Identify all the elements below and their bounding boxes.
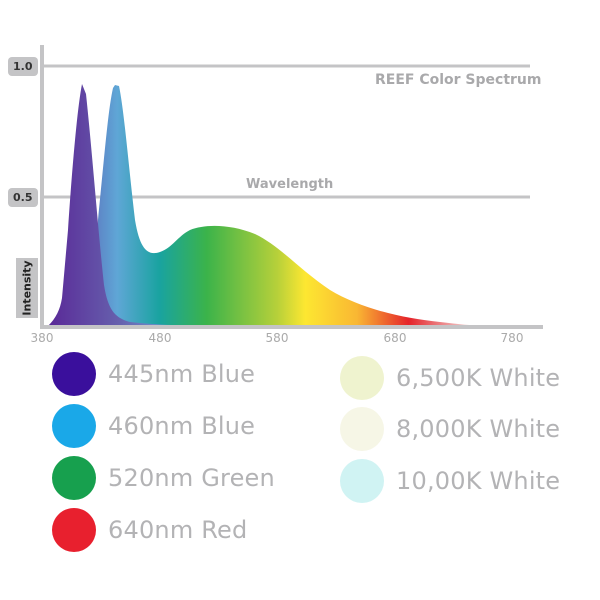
spectrum-area [95, 85, 492, 327]
x-tick-380: 380 [30, 331, 54, 345]
legend-item-10000k-white: 10,00K White [340, 459, 560, 503]
swatch-icon [52, 404, 96, 448]
swatch-icon [340, 356, 384, 400]
swatch-icon [340, 459, 384, 503]
chart-title: REEF Color Spectrum [375, 72, 542, 88]
y-tick-0-5: 0.5 [8, 188, 38, 207]
legend-label: 520nm Green [108, 464, 275, 492]
legend: 445nm Blue 460nm Blue 520nm Green 640nm … [0, 350, 600, 600]
y-axis-label: Intensity [20, 260, 34, 316]
x-tick-780: 780 [500, 331, 524, 345]
chart-plot [40, 45, 543, 329]
legend-label: 445nm Blue [108, 360, 256, 388]
violet-peak-area [48, 84, 175, 327]
swatch-icon [52, 508, 96, 552]
x-tick-680: 680 [383, 331, 407, 345]
swatch-icon [52, 456, 96, 500]
legend-label: 640nm Red [108, 516, 248, 544]
legend-item-6500k-white: 6,500K White [340, 356, 560, 400]
spectrum-chart: 1.0 0.5 Intensity REEF Color Spectrum Wa… [8, 45, 543, 345]
legend-item-445nm-blue: 445nm Blue [52, 352, 255, 396]
x-tick-480: 480 [148, 331, 172, 345]
y-tick-1-0: 1.0 [8, 57, 38, 76]
swatch-icon [52, 352, 96, 396]
legend-label: 10,00K White [396, 467, 561, 495]
legend-item-8000k-white: 8,000K White [340, 407, 560, 451]
x-axis-title: Wavelength [246, 177, 334, 192]
legend-label: 8,000K White [396, 415, 561, 443]
legend-item-520nm-green: 520nm Green [52, 456, 275, 500]
legend-label: 460nm Blue [108, 412, 256, 440]
x-tick-580: 580 [265, 331, 289, 345]
legend-label: 6,500K White [396, 364, 561, 392]
swatch-icon [340, 407, 384, 451]
legend-item-460nm-blue: 460nm Blue [52, 404, 255, 448]
legend-item-640nm-red: 640nm Red [52, 508, 247, 552]
y-axis-label-box: Intensity [16, 258, 38, 318]
